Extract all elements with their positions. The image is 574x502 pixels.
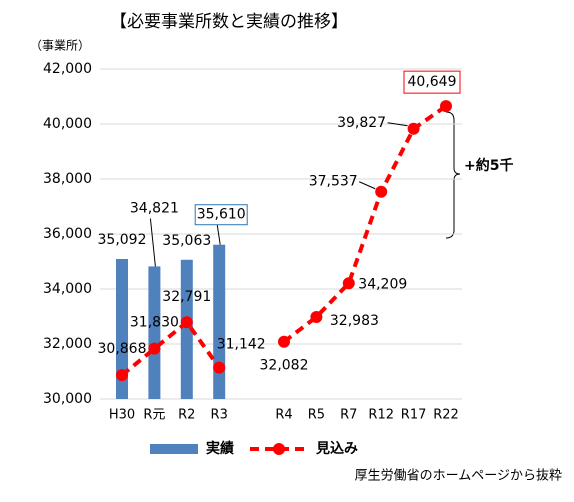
legend-swatch: [273, 443, 285, 455]
leader-line: [358, 181, 376, 190]
x-tick-label: R2: [178, 408, 195, 423]
data-label: 32,791: [162, 289, 211, 305]
point: [342, 277, 355, 290]
point: [407, 122, 420, 135]
y-tick-label: 34,000: [43, 281, 92, 297]
y-tick-label: 36,000: [43, 226, 92, 242]
y-tick-label: 42,000: [43, 61, 92, 77]
y-tick-label: 38,000: [43, 171, 92, 187]
y-tick-label: 30,000: [43, 391, 92, 407]
x-tick-label: R元: [143, 408, 165, 423]
y-tick-label: 40,000: [43, 116, 92, 132]
x-tick-label: R22: [433, 408, 459, 423]
bar: [180, 259, 193, 399]
point: [116, 369, 128, 382]
label-box: [403, 70, 461, 94]
y-tick-label: 32,000: [43, 336, 92, 352]
data-label: 40,649: [408, 74, 457, 90]
data-label: 39,827: [337, 115, 386, 131]
line: [120, 104, 448, 377]
x-tick-label: R5: [308, 408, 325, 423]
y-axis-label: （事業所）: [30, 39, 90, 53]
point: [278, 335, 290, 348]
data-label: 34,821: [130, 200, 179, 216]
data-label: 34,209: [358, 276, 407, 292]
x-tick-label: R4: [275, 408, 292, 423]
x-tick-label: H30: [109, 408, 135, 423]
point: [213, 361, 226, 374]
legend-label: 見込み: [315, 440, 358, 457]
data-label: 35,092: [98, 232, 147, 248]
point: [375, 185, 388, 198]
bar: [116, 258, 128, 399]
point: [310, 310, 323, 323]
point: [180, 316, 193, 329]
legend-label: 実績: [206, 440, 234, 457]
legend-swatch: [150, 444, 198, 454]
data-label: 35,063: [162, 233, 211, 249]
x-tick-label: R3: [211, 408, 228, 423]
chart-title: 【必要事業所数と実績の推移】: [110, 12, 348, 32]
label-box: [194, 204, 248, 226]
x-tick-label: R12: [368, 408, 394, 423]
leader-line: [216, 224, 221, 245]
leader-line: [387, 122, 408, 127]
annotation: +約5千: [464, 157, 513, 174]
leader-line: [149, 218, 156, 267]
data-label: 32,983: [330, 313, 379, 329]
data-label: 32,082: [260, 358, 309, 374]
bar: [213, 244, 226, 399]
bar: [148, 266, 161, 399]
source-note: 厚生労働省のホームページから抜粋: [355, 468, 562, 484]
point: [148, 342, 161, 355]
data-label: 31,142: [217, 337, 266, 353]
data-label: 31,830: [130, 315, 179, 331]
data-label: 37,537: [309, 174, 358, 190]
bracket: [445, 111, 461, 239]
data-label: 35,610: [197, 207, 246, 223]
x-tick-label: R7: [340, 408, 357, 423]
point: [440, 100, 452, 113]
data-label: 30,868: [98, 341, 147, 357]
x-tick-label: R17: [401, 408, 427, 423]
